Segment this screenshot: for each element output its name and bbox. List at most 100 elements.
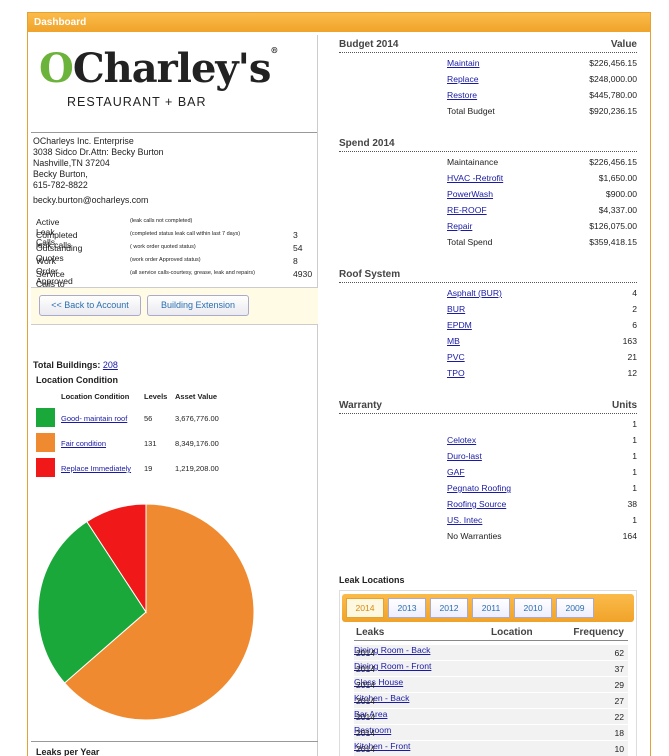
warranty-link[interactable]: US. Intec	[447, 515, 483, 525]
spend-link[interactable]: RE-ROOF	[447, 205, 487, 215]
logo-tagline: RESTAURANT + BAR	[67, 95, 207, 109]
leak-year: 2014	[356, 744, 376, 754]
leak-location-link[interactable]: Glass House	[354, 677, 404, 687]
stat-label: Completed leak calls	[36, 230, 78, 250]
leak-location-link[interactable]: Kitchen - Front	[354, 741, 411, 751]
tab-2012[interactable]: 2012	[430, 598, 468, 618]
tab-2014[interactable]: 2014	[346, 598, 384, 618]
leaks-per-year-title: Leaks per Year	[31, 741, 318, 756]
panel-header: Dashboard	[28, 13, 650, 32]
roof-system-link[interactable]: TPO	[447, 368, 465, 378]
building-extension-button[interactable]: Building Extension	[147, 295, 249, 316]
tab-2013[interactable]: 2013	[388, 598, 426, 618]
pie-slice-replace-immediately	[86, 503, 147, 614]
budget-row: Total Budget $920,236.15	[447, 104, 637, 120]
leak-table-row: 2014 Bar Area 22	[354, 709, 628, 725]
budget-header: Budget 2014 Value	[339, 39, 637, 53]
stat-value: 3	[293, 230, 298, 240]
warranty-title: Warranty	[339, 400, 382, 411]
stat-value: 8	[293, 256, 298, 266]
stat-label: Outstanding Quotes	[36, 243, 83, 263]
tab-2011[interactable]: 2011	[472, 598, 510, 618]
roof-system-link[interactable]: BUR	[447, 304, 466, 314]
leak-year: 2014	[356, 664, 376, 674]
warranty-row: Duro-last 1	[447, 449, 637, 465]
leak-header-frequency: Frequency	[573, 627, 624, 638]
leak-table-row: 2014 Kitchen - Back 27	[354, 693, 628, 709]
budget-title: Budget 2014	[339, 39, 399, 50]
leak-location-link[interactable]: Restroom	[354, 725, 392, 735]
dashboard-panel: Dashboard OCharley's® RESTAURANT + BAR O…	[27, 12, 651, 756]
budget-link[interactable]: Maintain	[447, 58, 480, 68]
spend-row: HVAC -Retrofit $1,650.00	[447, 171, 637, 187]
spend-value: $1,650.00	[598, 173, 637, 183]
leak-frequency: 37	[614, 664, 624, 674]
lc-header-levels: Levels	[144, 392, 168, 401]
budget-value: $226,456.15	[589, 58, 637, 68]
warranty-value: 1	[632, 483, 637, 493]
warranty-link[interactable]: Pegnato Roofing	[447, 483, 512, 493]
back-to-account-button[interactable]: << Back to Account	[39, 295, 141, 316]
leak-location-link[interactable]: Dining Room - Front	[354, 661, 432, 671]
leak-location-link[interactable]: Kitchen - Back	[354, 693, 410, 703]
warranty-link[interactable]: Duro-last	[447, 451, 482, 461]
spend-link[interactable]: Repair	[447, 221, 473, 231]
warranty-value-header: Units	[612, 400, 637, 411]
warranty-row: Pegnato Roofing 1	[447, 481, 637, 497]
tab-2009[interactable]: 2009	[556, 598, 594, 618]
leak-frequency: 22	[614, 712, 624, 722]
warranty-value: 38	[627, 499, 637, 509]
condition-asset-value: 3,676,776.00	[175, 414, 219, 423]
leak-location-link[interactable]: Bar Area	[354, 709, 388, 719]
stat-value: 4930	[293, 269, 313, 279]
budget-link[interactable]: Restore	[447, 90, 478, 100]
stat-label: Work Order Approved	[36, 256, 73, 286]
lc-header-condition: Location Condition	[61, 392, 130, 401]
spend-title: Spend 2014	[339, 138, 395, 149]
warranty-link[interactable]: Roofing Source	[447, 499, 507, 509]
spend-label: Maintainance	[447, 157, 499, 167]
spend-link[interactable]: PowerWash	[447, 189, 494, 199]
roof-system-link[interactable]: PVC	[447, 352, 465, 362]
roof-system-row: Asphalt (BUR) 4	[447, 286, 637, 302]
spend-row: Repair $126,075.00	[447, 219, 637, 235]
stat-label: Active Leak Calls	[36, 217, 60, 247]
leak-table-row: 2014 Restroom 18	[354, 725, 628, 741]
roof-system-link[interactable]: Asphalt (BUR)	[447, 288, 502, 298]
roof-system-link[interactable]: EPDM	[447, 320, 472, 330]
budget-row: Replace $248,000.00	[447, 72, 637, 88]
total-buildings-link[interactable]: 208	[102, 360, 118, 370]
roof-system-value: 2	[632, 304, 637, 314]
warranty-row: No Warranties 164	[447, 529, 637, 545]
budget-row: Maintain $226,456.15	[447, 56, 637, 72]
total-buildings-label: Total Buildings:	[33, 360, 101, 370]
leak-frequency: 29	[614, 680, 624, 690]
spend-value: $359,418.15	[589, 237, 637, 247]
leak-frequency: 27	[614, 696, 624, 706]
spend-link[interactable]: HVAC -Retrofit	[447, 173, 504, 183]
logo: OCharley's® RESTAURANT + BAR	[31, 35, 317, 133]
roof-system-link[interactable]: MB	[447, 336, 460, 346]
roof-system-value: 21	[627, 352, 637, 362]
account-address: OCharleys Inc. Enterprise 3038 Sidco Dr.A…	[33, 136, 164, 191]
warranty-row: GAF 1	[447, 465, 637, 481]
leak-locations-box: 2014 2013 2012 2011 2010 2009 Leaks Location Fre…	[339, 590, 637, 756]
spend-value: $4,337.00	[598, 205, 637, 215]
location-condition-row: Replace Immediately 19 1,219,208.00	[31, 458, 318, 478]
budget-value: $248,000.00	[589, 74, 637, 84]
warranty-link[interactable]: Celotex	[447, 435, 477, 445]
stat-note: (work order Approved status)	[130, 257, 201, 263]
condition-link[interactable]: Fair condition	[61, 439, 107, 448]
leak-location-link[interactable]: Dining Room - Back	[354, 645, 431, 655]
condition-link[interactable]: Replace Immediately	[61, 464, 132, 473]
budget-label: Total Budget	[447, 106, 495, 116]
warranty-row: 1	[447, 417, 637, 433]
address-line: 615-782-8822	[33, 180, 88, 190]
warranty-value: 1	[632, 419, 637, 429]
year-tabs: 2014 2013 2012 2011 2010 2009	[342, 594, 634, 622]
budget-link[interactable]: Replace	[447, 74, 479, 84]
leak-year: 2014	[356, 728, 376, 738]
tab-2010[interactable]: 2010	[514, 598, 552, 618]
condition-link[interactable]: Good- maintain roof	[61, 414, 128, 423]
warranty-link[interactable]: GAF	[447, 467, 465, 477]
